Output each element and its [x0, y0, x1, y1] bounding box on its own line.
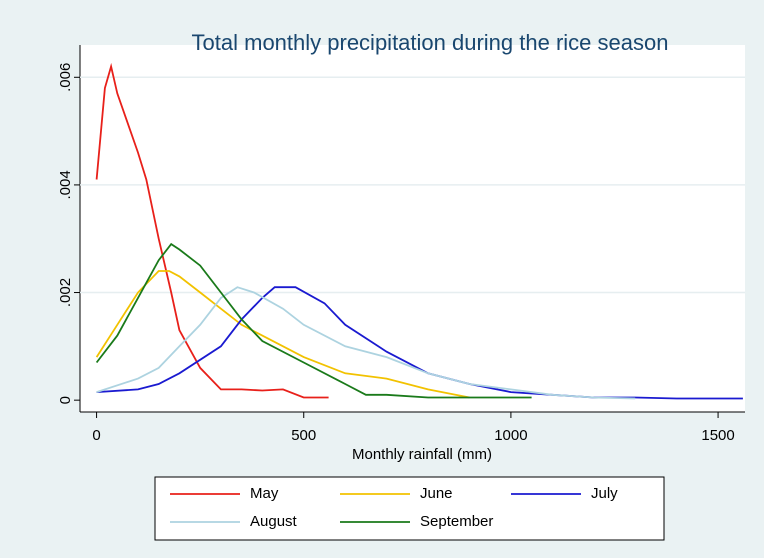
- y-tick-label: .006: [57, 63, 74, 92]
- legend-label: May: [250, 485, 279, 502]
- legend-label: July: [591, 485, 618, 502]
- series-line: [95, 62, 329, 399]
- chart-title: Total monthly precipitation during the r…: [192, 30, 669, 55]
- plot-area: [80, 45, 745, 412]
- legend-label: August: [250, 513, 298, 530]
- x-axis-label: Monthly rainfall (mm): [352, 446, 492, 463]
- y-tick-label: .002: [57, 278, 74, 307]
- y-tick-label: .004: [57, 170, 74, 199]
- x-tick-label: 1500: [701, 427, 734, 444]
- series-line: [95, 242, 532, 399]
- x-tick-label: 500: [291, 427, 316, 444]
- legend-label: September: [420, 513, 493, 530]
- legend-label: June: [420, 485, 453, 502]
- x-tick-label: 1000: [494, 427, 527, 444]
- y-tick-label: 0: [57, 396, 74, 404]
- legend: [154, 476, 665, 541]
- series-line: [96, 286, 636, 400]
- x-tick-label: 0: [92, 427, 100, 444]
